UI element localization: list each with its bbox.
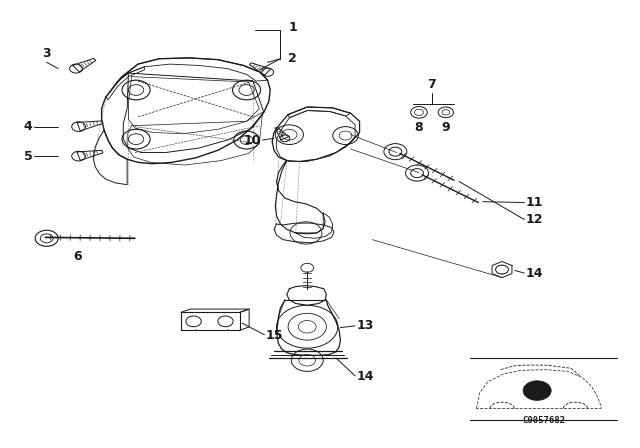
Text: 14: 14: [357, 370, 374, 383]
Text: 1: 1: [288, 21, 297, 34]
Text: 12: 12: [525, 213, 543, 226]
Text: 10: 10: [244, 134, 261, 146]
Text: 6: 6: [73, 250, 82, 263]
Text: 4: 4: [24, 120, 33, 133]
Text: 9: 9: [442, 121, 450, 134]
Circle shape: [523, 381, 551, 401]
Text: 3: 3: [42, 47, 51, 60]
Text: C0057682: C0057682: [522, 417, 565, 426]
Text: 11: 11: [525, 196, 543, 209]
Text: 8: 8: [415, 121, 423, 134]
Text: 14: 14: [525, 267, 543, 280]
Text: 5: 5: [24, 150, 33, 163]
Text: 13: 13: [357, 319, 374, 332]
Text: 7: 7: [428, 78, 436, 91]
Text: 2: 2: [288, 52, 297, 65]
Text: 15: 15: [266, 329, 284, 342]
